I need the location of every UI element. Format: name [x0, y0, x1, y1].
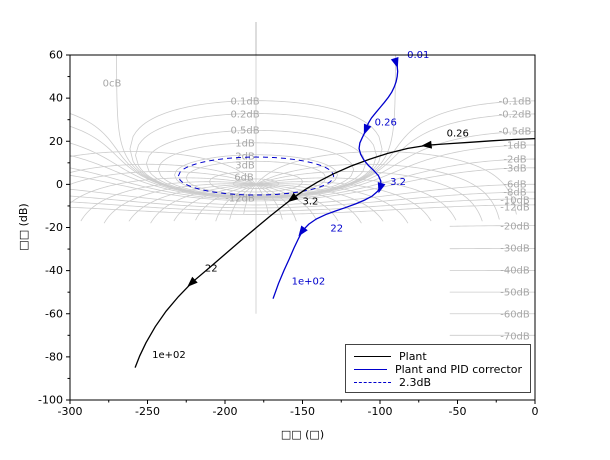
grid-label: -20dB — [500, 222, 530, 233]
grid-label: -50dB — [500, 288, 530, 299]
legend-item-iso: 2.3dB — [354, 376, 522, 389]
grid-label: -40dB — [500, 266, 530, 277]
y-tick-label: -100 — [38, 394, 63, 407]
grid-label: 1dB — [235, 139, 255, 150]
grid-label: 0cB — [103, 79, 122, 90]
freq-arrow — [298, 225, 308, 237]
grid-label: -12dB — [500, 203, 530, 214]
grid-label: -60dB — [500, 310, 530, 321]
legend-line-plant — [354, 356, 391, 357]
iso-2.3db-contour — [177, 156, 335, 196]
x-tick-label: -100 — [368, 405, 393, 418]
legend-label-iso: 2.3dB — [399, 376, 432, 389]
legend-item-plant: Plant — [354, 350, 522, 363]
grid-label: -8dB — [503, 188, 526, 199]
x-tick-label: -150 — [290, 405, 315, 418]
grid-label: -10dB — [500, 196, 530, 207]
y-tick-label: 20 — [49, 135, 63, 148]
nichols-grid — [70, 55, 535, 336]
freq-label: 0.26 — [375, 118, 397, 129]
y-tick-label: -80 — [45, 350, 63, 363]
y-tick-label: 60 — [49, 49, 63, 62]
freq-label: 0.01 — [407, 50, 429, 61]
grid-label: 0.2dB — [230, 110, 259, 121]
freq-label: 1e+02 — [152, 350, 186, 361]
grid-label: -0.1dB — [499, 97, 532, 108]
grid-label: 0.5dB — [230, 126, 259, 137]
grid-label: -30dB — [500, 244, 530, 255]
legend: Plant Plant and PID corrector 2.3dB — [345, 344, 531, 393]
legend-label-pid: Plant and PID corrector — [394, 363, 522, 376]
freq-label: 22 — [205, 263, 218, 274]
pid-curve — [272, 59, 399, 299]
x-tick-label: -50 — [449, 405, 467, 418]
grid-label: -12dB — [225, 194, 255, 205]
grid-label: -3dB — [503, 164, 526, 175]
grid-label: 6dB — [234, 173, 254, 184]
y-tick-label: 40 — [49, 92, 63, 105]
x-tick-label: 0 — [532, 405, 539, 418]
freq-arrow — [390, 56, 399, 69]
grid-label: -0.5dB — [499, 127, 532, 138]
freq-label: 0.26 — [447, 129, 469, 140]
legend-line-iso — [354, 382, 391, 383]
freq-arrow — [363, 123, 372, 135]
grid-label: -70dB — [500, 332, 530, 343]
legend-line-pid — [354, 369, 387, 370]
y-tick-label: -60 — [45, 307, 63, 320]
legend-label-plant: Plant — [399, 350, 427, 363]
x-tick-label: -250 — [135, 405, 160, 418]
freq-label: 3.2 — [303, 196, 319, 207]
grid-label: -2dB — [503, 155, 526, 166]
freq-label: 22 — [330, 223, 343, 234]
grid-label: -0.2dB — [499, 110, 532, 121]
axes-box — [66, 54, 536, 404]
x-tick-label: -200 — [213, 405, 238, 418]
freq-arrow — [287, 192, 299, 203]
y-tick-label: -40 — [45, 264, 63, 277]
x-tick-label: -300 — [58, 405, 83, 418]
freq-arrow — [187, 276, 198, 287]
grid-label: -1dB — [503, 141, 526, 152]
grid-label: 3dB — [235, 161, 255, 172]
legend-item-pid: Plant and PID corrector — [354, 363, 522, 376]
freq-arrow — [377, 181, 386, 194]
freq-label: 1e+02 — [292, 277, 326, 288]
freq-label: 3.2 — [390, 177, 406, 188]
y-axis-label: □□ (dB) — [17, 203, 30, 251]
x-axis-label: □□ (□) — [280, 428, 325, 441]
grid-label: 0.1dB — [230, 97, 259, 108]
y-tick-label: -20 — [45, 221, 63, 234]
y-tick-label: 0 — [56, 178, 63, 191]
freq-arrow — [421, 140, 433, 149]
grid-label: -6dB — [503, 180, 526, 191]
